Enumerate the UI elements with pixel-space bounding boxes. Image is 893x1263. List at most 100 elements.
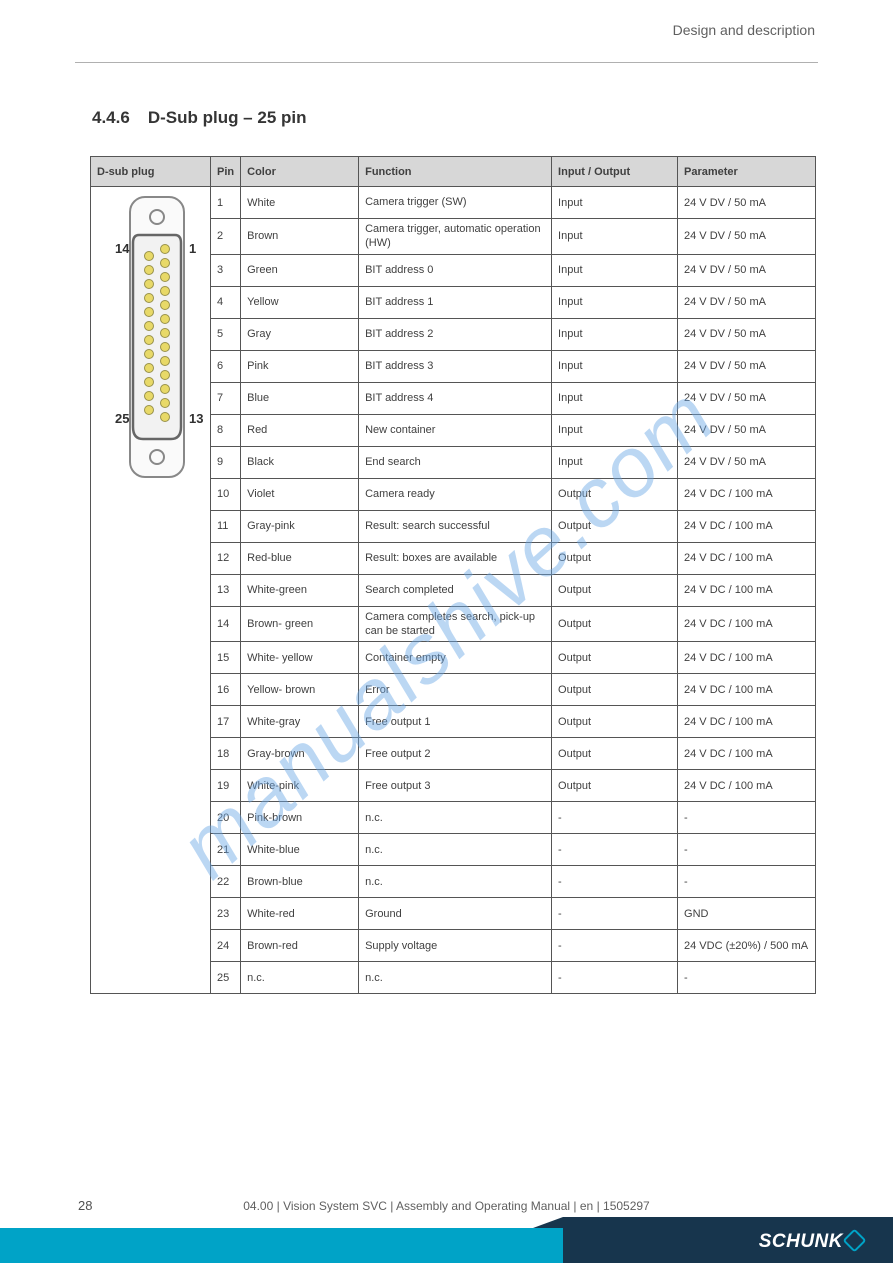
section-title: D-Sub plug – 25 pin (148, 108, 307, 127)
cell-function: Ground (359, 898, 552, 930)
cell-inout: Output (552, 478, 678, 510)
cell-param: 24 V DC / 100 mA (678, 642, 816, 674)
cell-color: Red (241, 414, 359, 446)
cell-color: Blue (241, 382, 359, 414)
cell-color: Pink-brown (241, 802, 359, 834)
cell-function: BIT address 0 (359, 254, 552, 286)
table-header-row: D-sub plug Pin Color Function Input / Ou… (91, 157, 816, 187)
cell-pin: 6 (211, 350, 241, 382)
cell-inout: Input (552, 350, 678, 382)
cell-pin: 12 (211, 542, 241, 574)
cell-inout: Input (552, 254, 678, 286)
col-header-plug: D-sub plug (91, 157, 211, 187)
cell-function: n.c. (359, 834, 552, 866)
cell-color: Red-blue (241, 542, 359, 574)
section-heading: 4.4.6D-Sub plug – 25 pin (92, 108, 306, 128)
page-header: Design and description (0, 0, 893, 60)
cell-pin: 8 (211, 414, 241, 446)
cell-color: White-blue (241, 834, 359, 866)
cell-color: Brown-red (241, 930, 359, 962)
cell-function: Camera trigger (SW) (359, 187, 552, 219)
cell-function: Result: boxes are available (359, 542, 552, 574)
svg-text:25: 25 (115, 411, 129, 426)
cell-function: New container (359, 414, 552, 446)
cell-function: Supply voltage (359, 930, 552, 962)
cell-pin: 14 (211, 606, 241, 642)
cell-inout: Output (552, 542, 678, 574)
table-body: 14 1 25 13 1WhiteCamera trigger (SW)Inpu… (91, 187, 816, 994)
cell-pin: 4 (211, 286, 241, 318)
connector-diagram-cell: 14 1 25 13 (91, 187, 211, 994)
cell-pin: 9 (211, 446, 241, 478)
cell-function: BIT address 1 (359, 286, 552, 318)
cell-pin: 20 (211, 802, 241, 834)
footer-stripe-dark: SCHUNK (563, 1217, 893, 1263)
cell-param: - (678, 802, 816, 834)
cell-pin: 16 (211, 674, 241, 706)
cell-param: 24 V DV / 50 mA (678, 318, 816, 350)
cell-color: Brown (241, 219, 359, 255)
col-header-color: Color (241, 157, 359, 187)
cell-color: Brown-blue (241, 866, 359, 898)
cell-param: 24 V DC / 100 mA (678, 606, 816, 642)
pinout-table-container: D-sub plug Pin Color Function Input / Ou… (90, 156, 816, 994)
cell-color: White-green (241, 574, 359, 606)
cell-color: Gray (241, 318, 359, 350)
cell-pin: 5 (211, 318, 241, 350)
cell-inout: - (552, 930, 678, 962)
cell-param: 24 V DC / 100 mA (678, 674, 816, 706)
cell-color: Pink (241, 350, 359, 382)
svg-text:13: 13 (189, 411, 203, 426)
cell-inout: Input (552, 382, 678, 414)
cell-pin: 23 (211, 898, 241, 930)
cell-pin: 19 (211, 770, 241, 802)
cell-inout: Input (552, 219, 678, 255)
cell-param: 24 V DC / 100 mA (678, 574, 816, 606)
cell-inout: - (552, 802, 678, 834)
cell-inout: Output (552, 738, 678, 770)
cell-function: n.c. (359, 802, 552, 834)
cell-function: Result: search successful (359, 510, 552, 542)
header-section-title: Design and description (673, 22, 815, 38)
cell-inout: Output (552, 606, 678, 642)
cell-color: Violet (241, 478, 359, 510)
cell-function: n.c. (359, 866, 552, 898)
cell-inout: Output (552, 574, 678, 606)
cell-param: GND (678, 898, 816, 930)
logo-ring-icon (842, 1228, 866, 1252)
cell-pin: 10 (211, 478, 241, 510)
col-header-function: Function (359, 157, 552, 187)
cell-param: 24 V DV / 50 mA (678, 286, 816, 318)
cell-param: 24 V DV / 50 mA (678, 382, 816, 414)
cell-function: Container empty (359, 642, 552, 674)
cell-color: Yellow- brown (241, 674, 359, 706)
cell-color: Gray-brown (241, 738, 359, 770)
cell-pin: 7 (211, 382, 241, 414)
cell-inout: Output (552, 510, 678, 542)
cell-color: White- yellow (241, 642, 359, 674)
pinout-table: D-sub plug Pin Color Function Input / Ou… (90, 156, 816, 994)
cell-pin: 17 (211, 706, 241, 738)
cell-function: End search (359, 446, 552, 478)
cell-function: Free output 1 (359, 706, 552, 738)
cell-param: 24 V DC / 100 mA (678, 706, 816, 738)
cell-color: Green (241, 254, 359, 286)
cell-param: 24 V DV / 50 mA (678, 219, 816, 255)
cell-param: 24 V DV / 50 mA (678, 350, 816, 382)
col-header-inout: Input / Output (552, 157, 678, 187)
cell-pin: 3 (211, 254, 241, 286)
col-header-pin: Pin (211, 157, 241, 187)
cell-param: 24 VDC (±20%) / 500 mA (678, 930, 816, 962)
svg-text:1: 1 (189, 241, 196, 256)
cell-pin: 24 (211, 930, 241, 962)
cell-function: Camera ready (359, 478, 552, 510)
cell-param: 24 V DV / 50 mA (678, 414, 816, 446)
cell-param: 24 V DC / 100 mA (678, 478, 816, 510)
cell-pin: 25 (211, 962, 241, 994)
cell-function: n.c. (359, 962, 552, 994)
cell-inout: Output (552, 674, 678, 706)
cell-param: - (678, 834, 816, 866)
table-row: 14 1 25 13 1WhiteCamera trigger (SW)Inpu… (91, 187, 816, 219)
cell-pin: 21 (211, 834, 241, 866)
cell-pin: 2 (211, 219, 241, 255)
